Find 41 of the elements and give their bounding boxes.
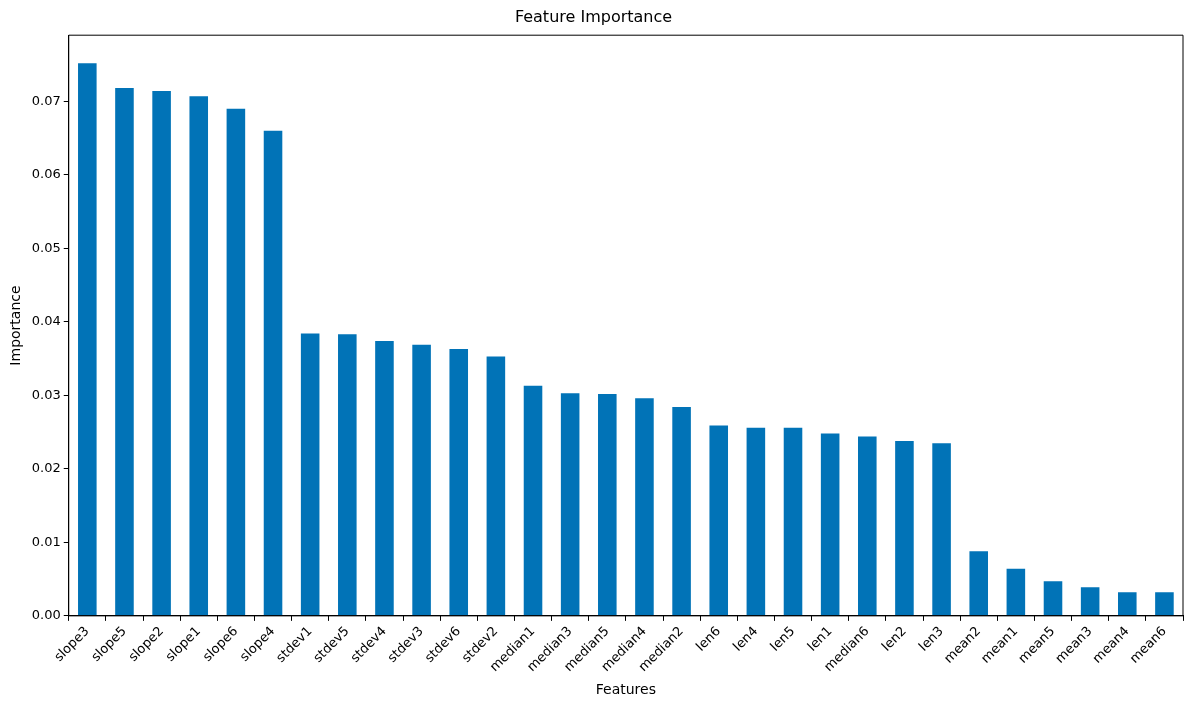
bar: [560, 393, 580, 616]
bar: [226, 108, 246, 616]
bar: [598, 393, 617, 616]
bar: [672, 407, 691, 616]
bar: [338, 334, 357, 616]
bar: [635, 398, 654, 616]
y-tick-label: 0.07: [31, 92, 61, 108]
bar: [412, 344, 431, 616]
bar: [932, 443, 951, 616]
x-axis-title: Features: [595, 681, 656, 698]
bar: [746, 427, 766, 616]
y-tick-label: 0.00: [31, 607, 61, 623]
y-axis-title: Importance: [7, 285, 24, 366]
bar: [375, 340, 394, 616]
bar: [1118, 592, 1137, 616]
bar: [820, 433, 840, 616]
bar: [189, 96, 209, 616]
y-tick-label: 0.05: [31, 239, 61, 255]
bar: [486, 356, 506, 616]
bar: [709, 425, 729, 616]
bar: [523, 385, 543, 616]
bar: [858, 436, 877, 616]
bar: [115, 88, 134, 616]
bar: [152, 91, 171, 616]
bar: [1043, 581, 1063, 616]
y-tick-label: 0.06: [31, 166, 61, 182]
bar: [78, 63, 97, 616]
bar: [300, 333, 320, 616]
bar: [969, 551, 989, 616]
y-tick-label: 0.02: [31, 460, 61, 476]
bar: [449, 349, 469, 616]
chart-title: Feature Importance: [514, 6, 673, 26]
bar: [1080, 587, 1100, 616]
y-tick-label: 0.01: [31, 533, 61, 549]
bar: [1006, 568, 1026, 616]
bar: [895, 440, 914, 616]
bar: [263, 130, 283, 616]
bar: [783, 427, 803, 616]
y-tick-label: 0.04: [31, 313, 61, 329]
bar: [1155, 592, 1174, 616]
y-tick-label: 0.03: [31, 386, 61, 402]
